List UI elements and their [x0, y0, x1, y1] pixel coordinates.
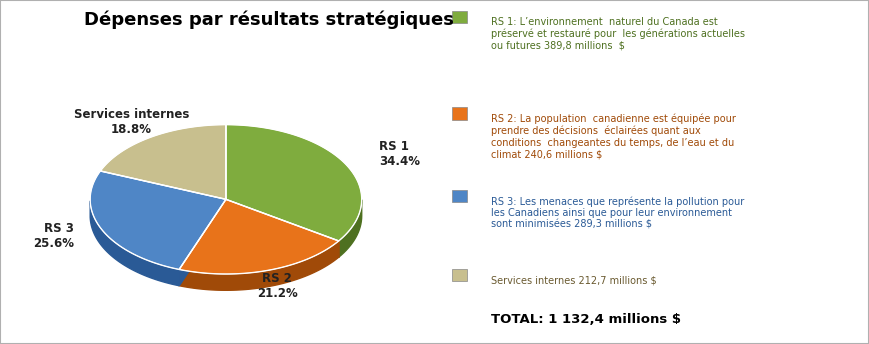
Text: RS 1: L’environnement  naturel du Canada est
préservé et restauré pour  les géné: RS 1: L’environnement naturel du Canada … [491, 17, 745, 51]
Text: RS 3
25.6%: RS 3 25.6% [33, 222, 75, 250]
Polygon shape [226, 199, 339, 257]
FancyBboxPatch shape [452, 190, 468, 202]
Polygon shape [226, 199, 339, 257]
Polygon shape [90, 171, 226, 269]
Polygon shape [179, 199, 226, 286]
Polygon shape [179, 241, 339, 290]
Polygon shape [179, 199, 226, 286]
Polygon shape [339, 200, 362, 257]
Text: Services internes
18.8%: Services internes 18.8% [74, 108, 189, 136]
Text: RS 2: La population  canadienne est équipée pour
prendre des décisions  éclairée: RS 2: La population canadienne est équip… [491, 114, 736, 159]
Polygon shape [226, 125, 362, 241]
FancyBboxPatch shape [452, 11, 468, 23]
Text: Services internes 212,7 millions $: Services internes 212,7 millions $ [491, 275, 657, 285]
Polygon shape [179, 199, 226, 286]
Polygon shape [179, 199, 226, 286]
FancyBboxPatch shape [452, 269, 468, 281]
Text: Dépenses par résultats stratégiques: Dépenses par résultats stratégiques [84, 10, 454, 29]
Text: TOTAL: 1 132,4 millions $: TOTAL: 1 132,4 millions $ [491, 313, 681, 326]
Text: RS 3: Les menaces que représente la pollution pour
les Canadiens ainsi que pour : RS 3: Les menaces que représente la poll… [491, 196, 744, 230]
Polygon shape [100, 125, 226, 199]
FancyBboxPatch shape [452, 107, 468, 119]
Polygon shape [90, 201, 179, 286]
Text: RS 2
21.2%: RS 2 21.2% [256, 272, 297, 300]
Text: RS 1
34.4%: RS 1 34.4% [379, 140, 421, 168]
Polygon shape [226, 199, 339, 257]
Polygon shape [179, 199, 339, 274]
Polygon shape [226, 199, 339, 257]
